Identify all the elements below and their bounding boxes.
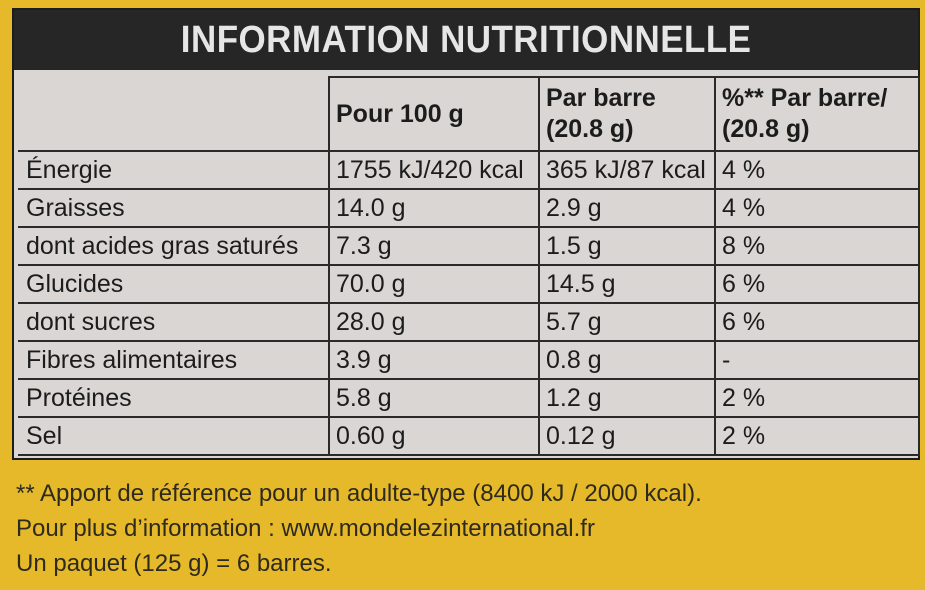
- value-per-bar: 0.8 g: [538, 340, 716, 380]
- value-per-bar: 14.5 g: [538, 264, 716, 304]
- value-per-bar: 365 kJ/87 kcal: [538, 150, 716, 190]
- percent-reference: 2 %: [714, 378, 920, 418]
- column-header: [19, 77, 330, 152]
- column-header: Pour 100 g: [328, 76, 540, 152]
- table-header-row: Pour 100 g Par barre (20.8 g) %** Par barre…: [19, 76, 920, 152]
- footer-notes: ** Apport de référence pour un adulte-ty…: [16, 476, 916, 581]
- value-per-100g: 3.9 g: [328, 340, 540, 380]
- nutrient-name: Fibres alimentaires: [19, 340, 330, 380]
- percent-reference: 8 %: [714, 226, 920, 266]
- value-per-bar: 1.5 g: [538, 226, 716, 266]
- value-per-100g: 7.3 g: [328, 226, 540, 266]
- footer-line: Un paquet (125 g) = 6 barres.: [16, 550, 332, 577]
- percent-reference: 4 %: [714, 150, 920, 190]
- footer-line: Pour plus d’information : www.mondelezin…: [16, 515, 595, 542]
- value-per-100g: 70.0 g: [328, 264, 540, 304]
- nutrient-name: Sel: [19, 416, 330, 456]
- nutrition-panel: INFORMATION NUTRITIONNELLE Pour 100 g Par…: [12, 8, 920, 460]
- value-per-100g: 1755 kJ/420 kcal: [328, 150, 540, 190]
- nutrient-name: Protéines: [19, 378, 330, 418]
- value-per-bar: 0.12 g: [538, 416, 716, 456]
- footer-line: ** Apport de référence pour un adulte-ty…: [16, 480, 702, 507]
- page-title: INFORMATION NUTRITIONNELLE: [180, 18, 752, 61]
- nutrient-name: dont acides gras saturés: [19, 226, 330, 266]
- percent-reference: 6 %: [714, 264, 920, 304]
- value-per-100g: 0.60 g: [328, 416, 540, 456]
- percent-reference: 4 %: [714, 188, 920, 228]
- value-per-bar: 5.7 g: [538, 302, 716, 342]
- column-header: %** Par barre/(20.8 g): [714, 76, 920, 152]
- nutrient-name: Énergie: [19, 150, 330, 190]
- nutrient-name: Graisses: [19, 188, 330, 228]
- percent-reference: 6 %: [714, 302, 920, 342]
- value-per-bar: 1.2 g: [538, 378, 716, 418]
- title-bar: INFORMATION NUTRITIONNELLE: [14, 10, 918, 70]
- percent-reference: 2 %: [714, 416, 920, 456]
- value-per-100g: 5.8 g: [328, 378, 540, 418]
- nutrient-name: Glucides: [19, 264, 330, 304]
- percent-reference: -: [714, 340, 920, 380]
- nutrient-name: dont sucres: [19, 302, 330, 342]
- column-header: Par barre (20.8 g): [538, 76, 716, 152]
- value-per-100g: 28.0 g: [328, 302, 540, 342]
- value-per-bar: 2.9 g: [538, 188, 716, 228]
- value-per-100g: 14.0 g: [328, 188, 540, 228]
- nutrition-table: Pour 100 g Par barre (20.8 g) %** Par barre…: [18, 76, 920, 456]
- table-row: Énergie 1755 kJ/420 kcal 365 kJ/87 kcal 4 %: [19, 150, 920, 190]
- table-row: Fibres alimentaires 3.9 g 0.8 g-: [19, 340, 920, 380]
